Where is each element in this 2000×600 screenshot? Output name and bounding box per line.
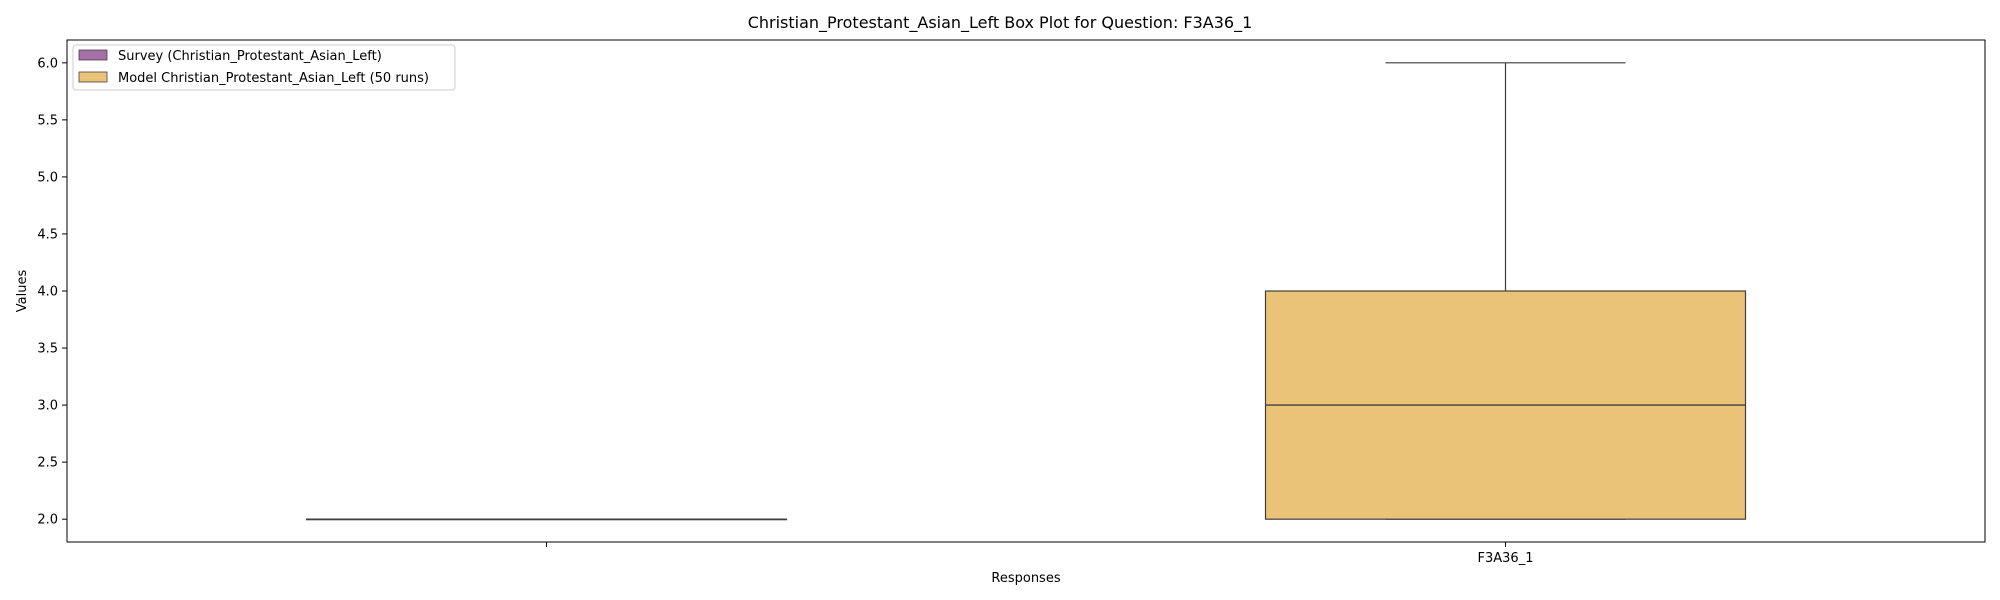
- box-series-1: [1264, 62, 1747, 520]
- y-tick-label: 2.5: [37, 456, 58, 471]
- legend-swatch-model: [78, 71, 108, 83]
- y-tick-label: 4.5: [37, 227, 58, 242]
- plot-area: [305, 62, 1747, 521]
- box-series-0: [305, 518, 788, 521]
- x-axis: F3A36_1: [546, 542, 1534, 566]
- y-tick-label: 6.0: [37, 56, 58, 71]
- legend-label-model: Model Christian_Protestant_Asian_Left (5…: [118, 71, 429, 86]
- y-tick-label: 3.5: [37, 342, 58, 357]
- legend: Survey (Christian_Protestant_Asian_Left)…: [72, 44, 456, 91]
- y-tick-label: 2.0: [37, 513, 58, 528]
- legend-frame: [72, 44, 456, 91]
- y-tick-label: 5.0: [37, 170, 58, 185]
- y-axis-label: Values: [15, 270, 30, 313]
- y-axis: 2.0 2.5 3.0 3.5 4.0 4.5 5.0 5.5 6.0: [37, 56, 67, 528]
- x-axis-label: Responses: [991, 571, 1060, 586]
- y-tick-label: 5.5: [37, 113, 58, 128]
- x-tick-label: F3A36_1: [1478, 551, 1534, 566]
- y-tick-label: 3.0: [37, 399, 58, 414]
- legend-swatch-survey: [78, 49, 108, 61]
- legend-label-survey: Survey (Christian_Protestant_Asian_Left): [118, 49, 382, 64]
- y-tick-label: 4.0: [37, 285, 58, 300]
- chart-title: Christian_Protestant_Asian_Left Box Plot…: [748, 13, 1253, 33]
